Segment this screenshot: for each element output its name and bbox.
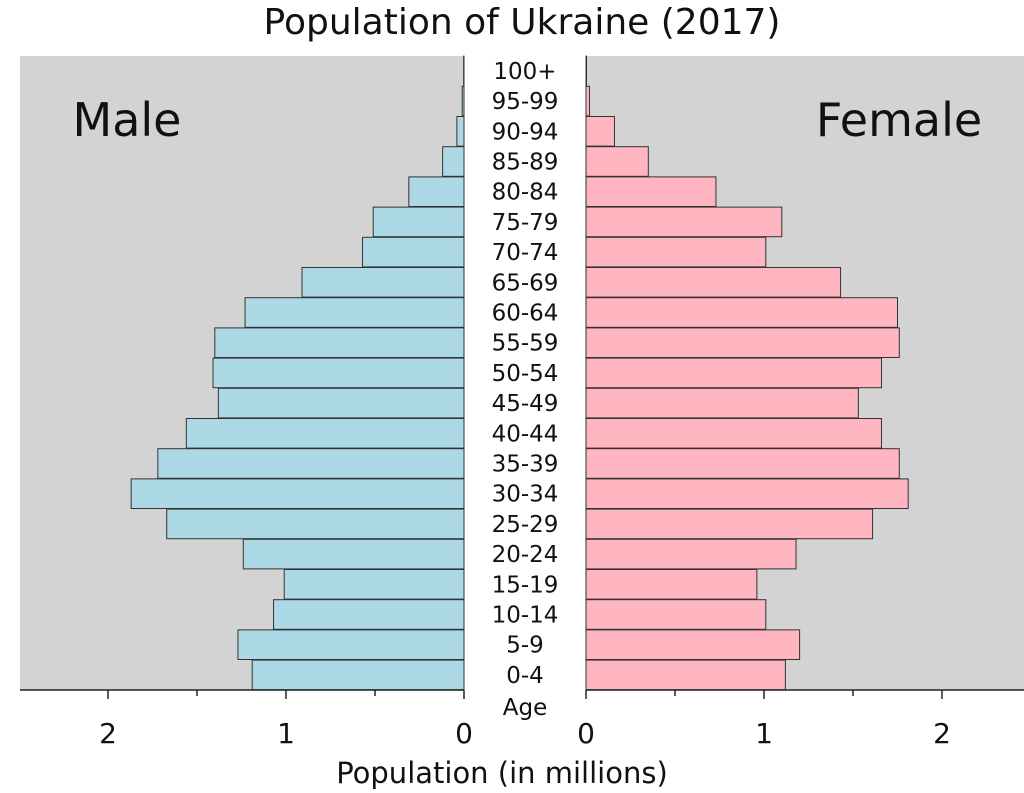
female-bar-60-64	[585, 297, 898, 328]
female-bar-5-9	[585, 629, 801, 661]
female-bar-0-4	[585, 659, 786, 691]
male-bar-95-99	[461, 85, 465, 117]
female-tick-label-1: 1	[755, 717, 773, 750]
age-label-25-29: 25-29	[492, 512, 559, 538]
age-label-45-49: 45-49	[492, 391, 559, 417]
male-bar-80-84	[408, 176, 465, 207]
female-bar-55-59	[585, 327, 900, 358]
male-bars	[130, 55, 465, 691]
female-bar-25-29	[585, 508, 874, 540]
male-label: Male	[73, 93, 182, 147]
age-label-15-19: 15-19	[492, 572, 559, 598]
age-label-55-59: 55-59	[492, 331, 559, 357]
x-axis-title: Population (in millions)	[336, 756, 668, 790]
age-label-60-64: 60-64	[492, 301, 559, 327]
female-bar-75-79	[585, 206, 783, 238]
female-bar-20-24	[585, 538, 797, 570]
male-bar-50-54	[212, 357, 465, 389]
male-tick-label-0: 0	[455, 717, 473, 750]
female-bar-65-69	[585, 267, 842, 298]
female-bar-35-39	[585, 448, 900, 479]
age-label-35-39: 35-39	[492, 452, 559, 478]
female-bar-10-14	[585, 599, 767, 630]
age-label-30-34: 30-34	[492, 482, 559, 508]
female-bars	[585, 55, 909, 691]
male-bar-65-69	[301, 267, 465, 298]
male-bar-20-24	[242, 538, 465, 570]
male-bar-90-94	[456, 116, 465, 147]
male-bar-35-39	[157, 448, 465, 479]
male-bar-0-4	[251, 659, 465, 691]
age-label-75-79: 75-79	[492, 210, 559, 236]
male-tick-label-2: 2	[99, 717, 117, 750]
male-tick-label-1: 1	[277, 717, 295, 750]
female-bar-100plus	[585, 55, 588, 87]
male-x-axis	[20, 689, 465, 699]
male-bar-55-59	[214, 327, 465, 358]
female-tick-label-2: 2	[933, 717, 951, 750]
age-label-85-89: 85-89	[492, 150, 559, 176]
female-bar-80-84	[585, 176, 717, 207]
male-bar-5-9	[237, 629, 465, 661]
female-bar-50-54	[585, 357, 882, 389]
male-bar-10-14	[273, 599, 465, 630]
female-bar-70-74	[585, 236, 767, 268]
male-bar-15-19	[283, 569, 465, 600]
age-label-65-69: 65-69	[492, 270, 559, 296]
age-labels: 0-4 5-9 10-14 15-19 20-24 25-29 30-34 35-39 40-4…	[492, 59, 559, 689]
age-axis-label: Age	[503, 695, 547, 721]
male-bar-45-49	[217, 387, 465, 419]
female-bar-45-49	[585, 387, 859, 419]
female-bar-95-99	[585, 85, 591, 117]
age-label-95-99: 95-99	[492, 89, 559, 115]
female-bar-40-44	[585, 418, 882, 449]
female-bar-30-34	[585, 478, 909, 509]
female-tick-label-0: 0	[577, 717, 595, 750]
male-bar-60-64	[244, 297, 465, 328]
male-bar-25-29	[166, 508, 465, 540]
male-bar-40-44	[185, 418, 465, 449]
age-label-50-54: 50-54	[492, 361, 559, 387]
male-bar-30-34	[130, 478, 465, 509]
age-label-90-94: 90-94	[492, 119, 559, 145]
age-label-70-74: 70-74	[492, 240, 559, 266]
chart-title: Population of Ukraine (2017)	[264, 2, 781, 43]
age-label-5-9: 5-9	[506, 633, 544, 659]
age-label-80-84: 80-84	[492, 180, 559, 206]
female-x-axis	[585, 689, 1024, 699]
age-label-100plus: 100+	[493, 59, 556, 85]
female-label: Female	[816, 93, 982, 147]
age-label-10-14: 10-14	[492, 603, 559, 629]
male-bar-75-79	[372, 206, 465, 238]
age-label-0-4: 0-4	[506, 663, 544, 689]
female-bar-90-94	[585, 116, 615, 147]
male-bar-70-74	[362, 236, 465, 268]
male-bar-85-89	[442, 146, 465, 177]
age-label-40-44: 40-44	[492, 421, 559, 447]
age-label-20-24: 20-24	[492, 542, 559, 568]
female-bar-15-19	[585, 569, 758, 600]
female-bar-85-89	[585, 146, 649, 177]
